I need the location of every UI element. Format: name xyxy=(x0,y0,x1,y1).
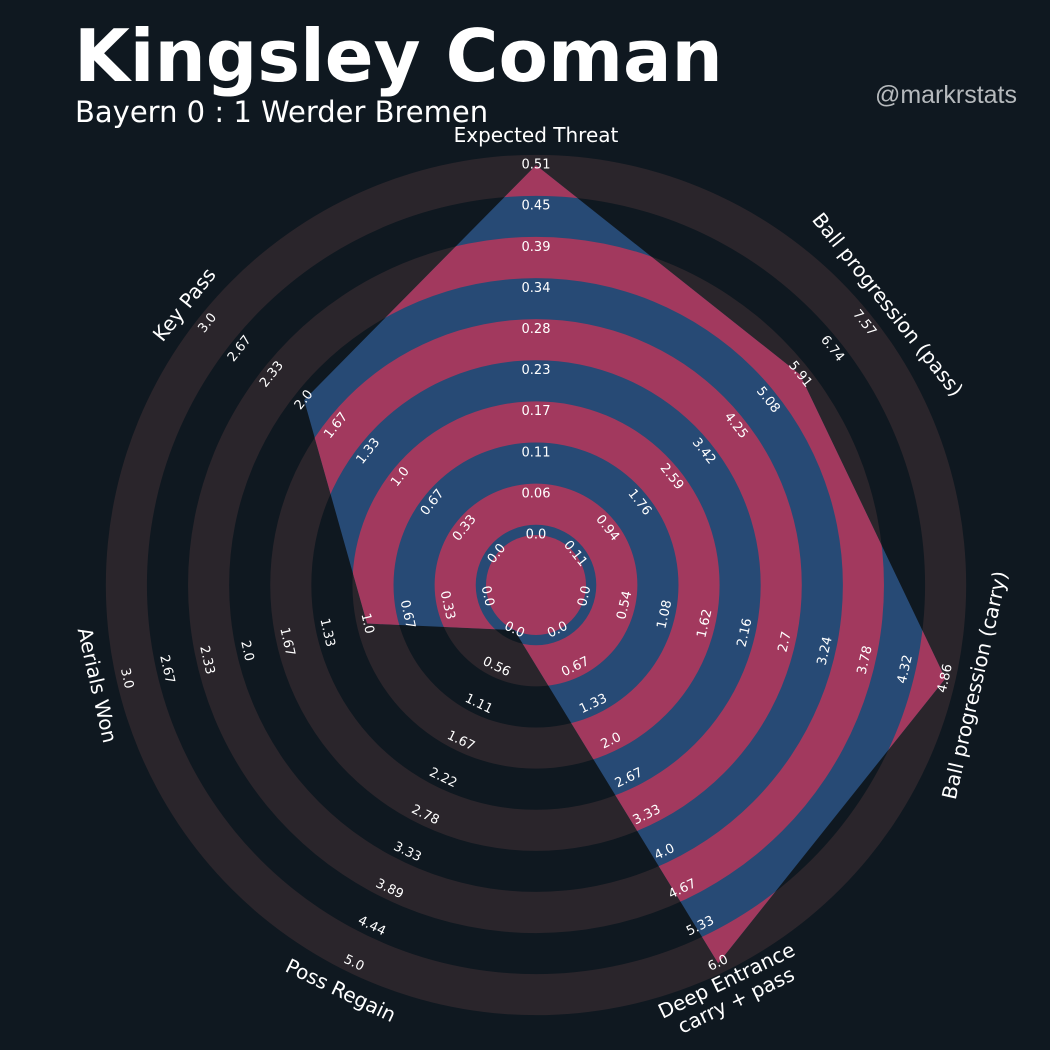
tick-label: 0.0 xyxy=(526,528,547,543)
tick-label: 4.86 xyxy=(935,663,956,695)
tick-label: 0.45 xyxy=(522,199,551,214)
highlight-center xyxy=(486,535,586,635)
axis-label: Expected Threat xyxy=(454,123,619,147)
tick-label: 3.78 xyxy=(855,644,876,676)
tick-label: 2.33 xyxy=(196,644,217,676)
author-credit: @markrstats xyxy=(874,81,1017,109)
tick-label: 3.0 xyxy=(117,667,136,691)
tick-label: 1.08 xyxy=(654,599,675,631)
match-subtitle: Bayern 0 : 1 Werder Bremen xyxy=(75,95,489,129)
tick-label: 2.0 xyxy=(237,639,256,663)
tick-label: 0.34 xyxy=(522,281,551,296)
tick-label: 0.67 xyxy=(397,599,418,631)
tick-label: 0.0 xyxy=(478,584,497,608)
tick-label: 0.33 xyxy=(437,589,458,621)
tick-label: 0.51 xyxy=(522,158,551,173)
tick-label: 0.28 xyxy=(522,322,551,337)
tick-label: 0.11 xyxy=(522,445,551,460)
tick-label: 2.7 xyxy=(775,630,794,654)
tick-label: 1.33 xyxy=(316,617,337,649)
tick-label: 0.0 xyxy=(575,584,594,608)
tick-label: 0.17 xyxy=(522,404,551,419)
tick-label: 0.54 xyxy=(614,589,635,621)
tick-label: 4.32 xyxy=(895,654,916,686)
tick-label: 1.67 xyxy=(276,626,297,658)
page-title: Kingsley Coman xyxy=(74,14,723,98)
tick-label: 2.16 xyxy=(734,617,755,649)
tick-label: 0.06 xyxy=(522,486,551,501)
tick-label: 1.0 xyxy=(357,612,376,636)
tick-label: 0.23 xyxy=(522,363,551,378)
tick-label: 0.39 xyxy=(522,240,551,255)
tick-label: 3.24 xyxy=(815,635,836,667)
tick-label: 1.62 xyxy=(694,608,715,640)
tick-label: 2.67 xyxy=(156,654,177,686)
